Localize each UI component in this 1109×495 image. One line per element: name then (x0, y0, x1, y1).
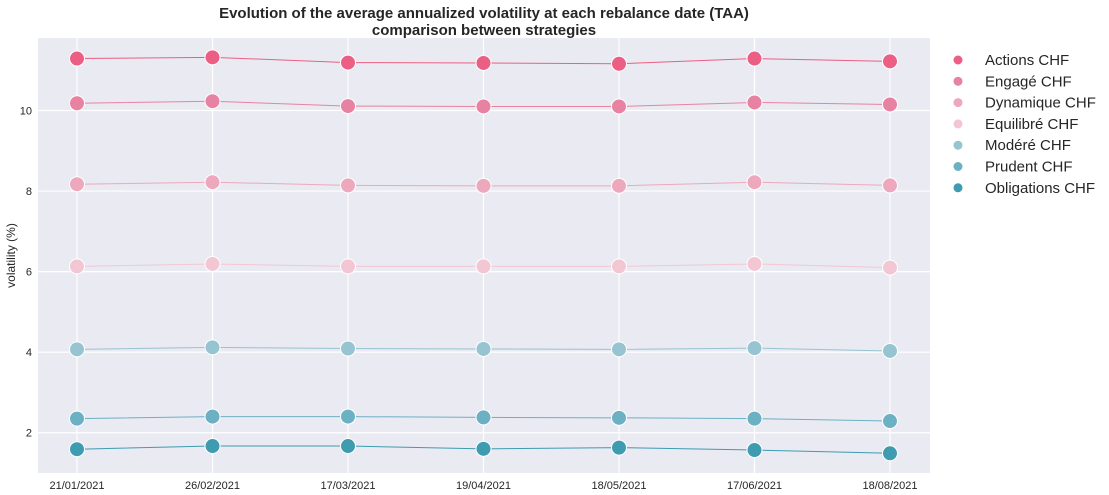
data-point (340, 408, 356, 425)
legend-item: Equilibré CHF (953, 116, 1078, 133)
series-group (69, 438, 898, 462)
legend-item: Engagé CHF (953, 73, 1072, 90)
data-point (746, 50, 763, 67)
data-point (340, 177, 356, 194)
chart-title: Evolution of the average annualized vola… (219, 5, 749, 22)
data-point (746, 255, 763, 272)
x-tick-label: 26/02/2021 (185, 480, 240, 492)
data-point (204, 255, 221, 272)
x-tick-label: 17/03/2021 (320, 480, 375, 492)
data-point (746, 410, 763, 427)
data-point (611, 177, 627, 194)
data-point (475, 258, 492, 275)
series-group (69, 339, 898, 359)
legend-label: Actions CHF (985, 52, 1069, 69)
data-point (204, 174, 221, 191)
legend-label: Obligations CHF (985, 180, 1095, 197)
legend-label: Engagé CHF (985, 73, 1072, 90)
y-tick-labels: 2 4 6 8 10 (20, 106, 32, 440)
legend-label: Prudent CHF (985, 159, 1073, 176)
data-point (882, 177, 898, 194)
y-tick-label: 8 (26, 186, 32, 198)
x-tick-label: 17/06/2021 (727, 480, 782, 492)
data-point (611, 409, 627, 426)
y-tick-label: 2 (26, 428, 32, 440)
x-tick-label: 19/04/2021 (456, 480, 511, 492)
data-point (475, 177, 492, 194)
data-point (611, 258, 627, 275)
series-group (69, 255, 898, 276)
series-group (69, 49, 898, 72)
legend-marker (953, 76, 963, 86)
x-tick-label: 21/01/2021 (49, 480, 104, 492)
legend-item: Dynamique CHF (953, 95, 1096, 112)
y-tick-label: 6 (26, 267, 32, 279)
data-point (475, 54, 492, 71)
y-axis-label: volatility (%) (4, 223, 18, 288)
legend-marker (953, 98, 963, 108)
data-point (69, 95, 85, 112)
data-point (69, 441, 85, 458)
legend-marker (953, 183, 963, 193)
legend-label: Modéré CHF (985, 137, 1071, 154)
data-point (475, 409, 492, 426)
data-point (611, 98, 627, 115)
data-point (204, 93, 221, 110)
data-point (204, 49, 221, 66)
legend-marker (953, 162, 963, 171)
data-point (882, 413, 898, 430)
series-group (69, 174, 898, 194)
x-tick-label: 18/08/2021 (862, 480, 917, 492)
data-point (475, 340, 492, 357)
legend-item: Modéré CHF (953, 137, 1071, 154)
data-point (611, 341, 627, 358)
legend-marker (953, 55, 963, 65)
data-point (882, 342, 898, 359)
data-point (746, 340, 763, 357)
data-point (204, 339, 221, 356)
data-point (882, 445, 898, 462)
series-layer (69, 49, 898, 462)
data-point (340, 438, 356, 455)
legend-marker (953, 140, 963, 150)
data-point (340, 54, 356, 71)
x-tick-labels: 21/01/2021 26/02/2021 17/03/2021 19/04/2021… (49, 480, 917, 492)
legend-item: Obligations CHF (953, 180, 1095, 197)
data-point (882, 53, 898, 70)
legend-label: Dynamique CHF (985, 95, 1096, 112)
data-point (746, 442, 763, 459)
series-group (69, 93, 898, 115)
data-point (611, 439, 627, 456)
data-point (69, 258, 85, 275)
chart-subtitle: comparison between strategies (372, 22, 596, 39)
data-point (340, 98, 356, 115)
legend-marker (953, 119, 963, 129)
legend-item: Actions CHF (953, 52, 1069, 69)
data-point (746, 174, 763, 191)
data-point (69, 176, 85, 193)
data-point (340, 340, 356, 357)
data-point (204, 408, 221, 425)
y-tick-label: 10 (20, 106, 32, 118)
legend: Actions CHF Engagé CHF Dynamique CHF Equili… (953, 52, 1096, 197)
data-point (204, 438, 221, 455)
data-point (69, 341, 85, 358)
data-point (69, 410, 85, 427)
data-point (882, 259, 898, 276)
data-point (746, 94, 763, 111)
legend-label: Equilibré CHF (985, 116, 1078, 133)
data-point (475, 98, 492, 115)
y-tick-label: 4 (26, 347, 32, 359)
data-point (69, 50, 85, 67)
legend-item: Prudent CHF (953, 159, 1073, 176)
data-point (611, 55, 627, 72)
data-point (882, 96, 898, 113)
x-tick-label: 18/05/2021 (591, 480, 646, 492)
data-point (475, 440, 492, 457)
series-group (69, 408, 898, 430)
data-point (340, 258, 356, 275)
